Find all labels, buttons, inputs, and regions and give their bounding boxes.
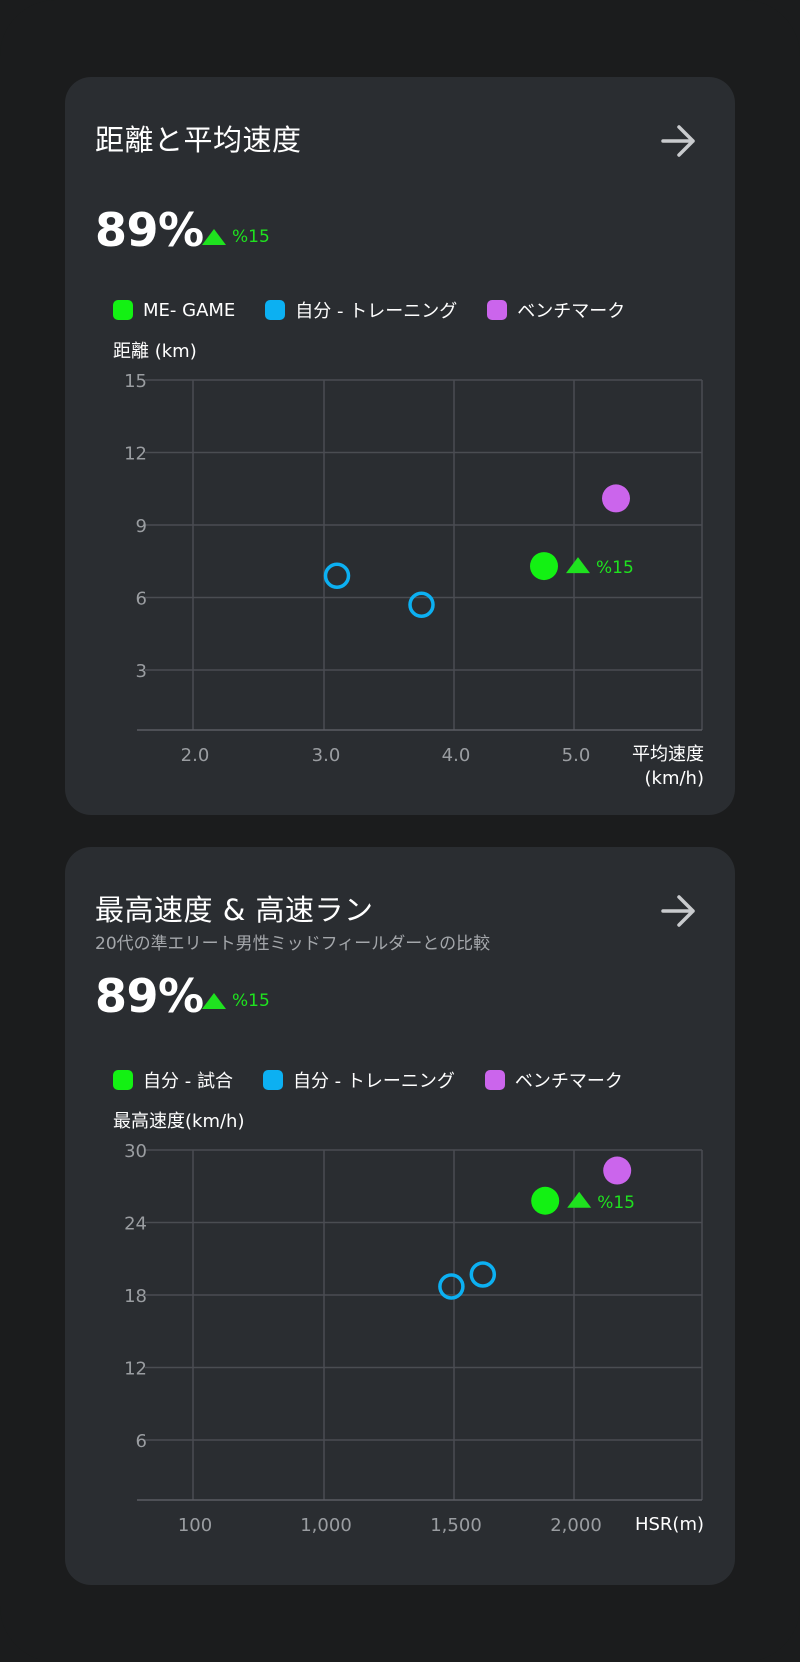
- x-tick-label: 5.0: [562, 745, 591, 766]
- legend-item-training[interactable]: 自分 - トレーニング: [265, 297, 457, 323]
- y-tick-label: 6: [136, 589, 147, 610]
- distance-speed-card: 距離 (km) 3 6 9 12 15 2.0 3.0 4.0 5.0 平均速度(km/h) %15 …: [65, 77, 735, 815]
- legend-item-training[interactable]: 自分 - トレーニング: [262, 1067, 455, 1093]
- legend-swatch-benchmark: [484, 1070, 505, 1090]
- y-axis-label: 距離 (km): [113, 341, 197, 362]
- up-triangle-icon: [566, 557, 590, 574]
- distance-speed-chart: 距離 (km) 3 6 9 12 15 2.0 3.0 4.0 5.0 平均速度(km/h) %15: [113, 341, 704, 789]
- legend-label: ベンチマーク: [514, 1071, 623, 1092]
- x-tick-label: 1,000: [300, 1515, 352, 1536]
- y-tick-label: 18: [124, 1286, 147, 1307]
- chart-legend: 自分 - 試合 自分 - トレーニング ベンチマーク: [113, 1067, 653, 1093]
- top-speed-hsr-chart: 最高速度(km/h) 6 12 18 24 30 100 1,000 1,500 2,000 HSR…: [113, 1111, 704, 1536]
- data-point-training: [323, 562, 351, 589]
- legend-swatch-match: [113, 300, 133, 320]
- card-subtitle: 20代の準エリート男性ミッドフィールダーとの比較: [95, 934, 491, 954]
- data-point-training: [438, 1273, 465, 1300]
- delta-value: %15: [232, 991, 270, 1011]
- up-triangle-icon: [202, 229, 226, 245]
- data-point-match: [530, 552, 558, 581]
- legend-label: ME- GAME: [143, 299, 236, 321]
- y-tick-label: 3: [136, 661, 147, 682]
- arrow-right-icon[interactable]: [659, 123, 699, 159]
- x-tick-label: 100: [178, 1515, 212, 1536]
- up-triangle-icon: [202, 993, 226, 1009]
- data-point-benchmark: [602, 484, 630, 513]
- x-axis-label: HSR(m): [635, 1514, 704, 1535]
- y-tick-label: 12: [124, 1359, 147, 1380]
- x-tick-label: 2,000: [550, 1515, 602, 1536]
- point-annotation: %15: [596, 558, 634, 578]
- card-title: 最高速度 & 高速ラン: [95, 893, 374, 927]
- point-annotation: %15: [597, 1193, 635, 1213]
- top-speed-hsr-card: 最高速度(km/h) 6 12 18 24 30 100 1,000 1,500 2,000 HSR…: [65, 847, 735, 1585]
- y-tick-label: 12: [124, 444, 147, 465]
- x-tick-label: 3.0: [312, 745, 341, 766]
- y-tick-label: 15: [124, 371, 147, 392]
- y-axis-label: 最高速度(km/h): [113, 1111, 244, 1132]
- delta-badge: %15: [202, 991, 270, 1011]
- score-value: 89%: [95, 203, 204, 257]
- y-tick-label: 24: [124, 1214, 147, 1235]
- legend-label: ベンチマーク: [517, 301, 626, 322]
- x-tick-label: 1,500: [430, 1515, 482, 1536]
- delta-badge: %15: [202, 227, 270, 247]
- legend-swatch-training: [262, 1070, 283, 1090]
- legend-swatch-match: [113, 1070, 133, 1090]
- legend-item-match[interactable]: 自分 - 試合: [113, 1067, 233, 1093]
- delta-value: %15: [232, 227, 270, 247]
- legend-label: 自分 - トレーニング: [292, 1071, 455, 1092]
- data-point-benchmark: [603, 1156, 632, 1185]
- data-point-training: [469, 1261, 497, 1288]
- data-point-match: [531, 1186, 560, 1215]
- legend-item-benchmark[interactable]: ベンチマーク: [487, 297, 625, 323]
- chart-legend: ME- GAME 自分 - トレーニング ベンチマーク: [113, 297, 655, 323]
- arrow-right-icon[interactable]: [659, 893, 699, 929]
- x-tick-label: 2.0: [181, 745, 210, 766]
- legend-item-match[interactable]: ME- GAME: [113, 300, 235, 321]
- legend-swatch-training: [265, 300, 286, 320]
- y-tick-label: 30: [124, 1141, 147, 1162]
- up-triangle-icon: [567, 1191, 592, 1208]
- x-axis-label: 平均速度(km/h): [632, 744, 704, 789]
- legend-swatch-benchmark: [487, 300, 508, 320]
- score-value: 89%: [95, 969, 204, 1023]
- x-tick-label: 4.0: [442, 745, 471, 766]
- y-tick-label: 9: [136, 516, 147, 537]
- legend-label: 自分 - トレーニング: [295, 301, 458, 322]
- card-title: 距離と平均速度: [95, 123, 302, 157]
- legend-item-benchmark[interactable]: ベンチマーク: [484, 1067, 623, 1093]
- y-tick-label: 6: [136, 1431, 147, 1452]
- legend-label: 自分 - 試合: [143, 1071, 233, 1092]
- data-point-training: [408, 591, 435, 618]
